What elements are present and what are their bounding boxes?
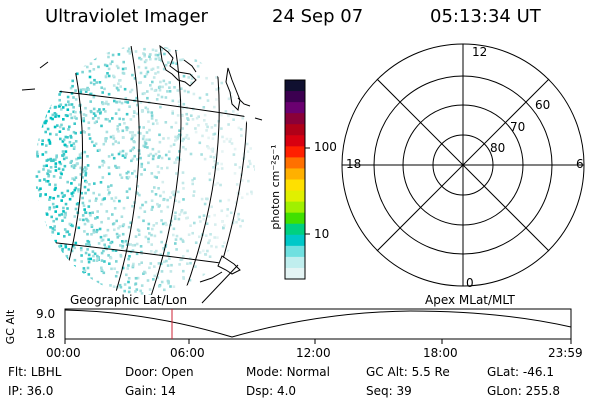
colorbar-segment [285, 201, 305, 214]
status-mode: Mode: Normal [246, 365, 330, 379]
colorbar-segment [285, 157, 305, 170]
colorbar-segment [285, 146, 305, 158]
polar-grid [341, 43, 585, 287]
xtick-1800: 18:00 [423, 346, 458, 360]
status-filter: Flt: LBHL [8, 365, 62, 379]
colorbar-segment [285, 256, 305, 269]
colorbar-segment [285, 212, 305, 225]
colorbar [284, 79, 310, 280]
apex-caption: Apex MLat/MLT [425, 293, 515, 307]
colorbar-segment [285, 80, 305, 92]
colorbar-segment [285, 245, 305, 258]
observation-date: 24 Sep 07 [272, 6, 364, 27]
status-dsp: Dsp: 4.0 [246, 384, 297, 398]
status-glon: GLon: 255.8 [487, 384, 560, 398]
status-glat: GLat: -46.1 [487, 365, 554, 379]
xtick-0000: 00:00 [46, 346, 81, 360]
altitude-ytick-1-8: 1.8 [36, 327, 56, 341]
colorbar-segment [285, 113, 305, 125]
mlat-label-70: 70 [510, 120, 526, 134]
instrument-title: Ultraviolet Imager [45, 6, 208, 27]
uv-image-disc [21, 44, 263, 304]
altitude-curve [64, 309, 572, 338]
colorbar-segment [285, 91, 305, 103]
status-seq: Seq: 39 [366, 384, 412, 398]
mlt-label-0: 0 [466, 276, 474, 290]
status-ip: IP: 36.0 [8, 384, 54, 398]
xtick-0600: 06:00 [170, 346, 205, 360]
mlt-label-12: 12 [472, 45, 488, 59]
disc-outer-grid [21, 61, 263, 304]
colorbar-segment [285, 102, 305, 114]
mlt-label-18: 18 [346, 157, 362, 171]
colorbar-segment [285, 168, 305, 181]
colorbar-segment [285, 124, 305, 136]
status-gc-alt: GC Alt: 5.5 Re [366, 365, 450, 379]
status-door: Door: Open [125, 365, 194, 379]
observation-time: 05:13:34 UT [430, 6, 541, 27]
status-gain: Gain: 14 [125, 384, 176, 398]
mlt-label-6: 6 [576, 157, 584, 171]
mlat-label-60: 60 [535, 98, 551, 112]
xtick-2359: 23:59 [548, 346, 583, 360]
colorbar-segment [285, 223, 305, 236]
colorbar-segment [285, 267, 305, 280]
altitude-ylabel: GC Alt [4, 309, 17, 345]
geographic-caption: Geographic Lat/Lon [70, 293, 188, 307]
colorbar-tick-10: 10 [314, 227, 330, 241]
altitude-panel [64, 308, 572, 344]
colorbar-segment [285, 179, 305, 192]
colorbar-segment [285, 190, 305, 203]
altitude-ytick-9: 9.0 [36, 307, 56, 321]
colorbar-segment [285, 135, 305, 147]
colorbar-unit-label: photon cm⁻²s⁻¹ [269, 144, 282, 230]
coastline [159, 44, 251, 283]
mlat-label-80: 80 [490, 141, 506, 155]
xtick-1200: 12:00 [296, 346, 331, 360]
colorbar-segment [285, 234, 305, 247]
colorbar-tick-100: 100 [314, 140, 337, 154]
